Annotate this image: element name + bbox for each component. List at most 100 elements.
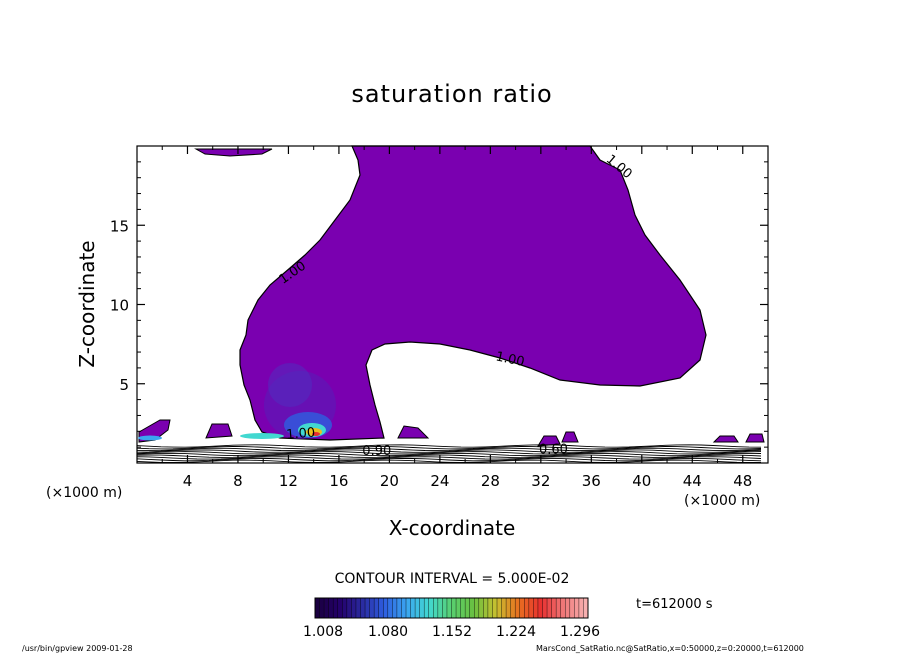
colorbar-cell (556, 598, 561, 618)
surface-contour-line (136, 457, 762, 462)
colorbar-cell (351, 598, 357, 618)
colorbar-cell (374, 598, 379, 618)
colorbar-cell (528, 598, 534, 618)
surface-contour-line (136, 454, 762, 458)
x-tick-label: 16 (329, 472, 348, 490)
colorbar-tick-label: 1.296 (560, 624, 600, 640)
colorbar-cell (437, 598, 443, 618)
colorbar-cell (483, 598, 489, 618)
colorbar-cell (451, 598, 457, 618)
colorbar-cell (537, 598, 543, 618)
colorbar-cell (410, 598, 416, 618)
y-tick-label: 5 (119, 376, 129, 394)
x-tick-label: 36 (582, 472, 601, 490)
surface-contour-line (136, 459, 762, 463)
colorbar-tick-label: 1.152 (432, 624, 472, 640)
colorbar-cell (574, 598, 580, 618)
colorbar-cell (565, 598, 571, 618)
contour-label: 0.60 (539, 442, 568, 457)
x-unit-label-left: (×1000 m) (46, 485, 122, 501)
colorbar-cell (469, 598, 475, 618)
colorbar-cell (501, 598, 507, 618)
saturated-sliver-top (194, 148, 273, 157)
contour-label: 0.90 (362, 444, 391, 459)
colorbar-cell (355, 598, 361, 618)
x-tick-label: 24 (430, 472, 449, 490)
colorbar-cell (324, 598, 329, 618)
colorbar-cell (433, 598, 439, 618)
saturated-patch-3 (397, 425, 430, 439)
colorbar-cell (401, 598, 407, 618)
time-label: t=612000 s (636, 597, 713, 612)
supersaturation-band (240, 433, 284, 439)
saturated-patch-6 (712, 435, 739, 443)
colorbar-cell (419, 598, 425, 618)
surface-contour-line (136, 452, 762, 457)
colorbar-cell (360, 598, 366, 618)
colorbar-cell (460, 598, 466, 618)
colorbar-cell (478, 598, 484, 618)
surface-contour-line (136, 446, 762, 450)
colorbar-cell (337, 598, 343, 618)
colorbar-tick-label: 1.224 (496, 624, 536, 640)
colorbar-cell (533, 598, 539, 618)
supersaturation-band-left (138, 435, 162, 441)
colorbar-cell (365, 598, 370, 618)
colorbar-cell (456, 598, 461, 618)
colorbar-cell (446, 598, 452, 618)
colorbar-tick-label: 1.080 (368, 624, 408, 640)
colorbar-cell (506, 598, 511, 618)
contour-label: 1.00 (286, 425, 316, 442)
colorbar-cell (474, 598, 480, 618)
x-axis-ticks: 4 8 12 16 20 24 28 32 36 40 44 48 (161, 146, 752, 490)
colorbar-cell (578, 598, 584, 618)
colorbar-tick-labels: 1.008 1.080 1.152 1.224 1.296 (303, 624, 600, 640)
colorbar-cell (428, 598, 434, 618)
colorbar-cell (510, 598, 516, 618)
chart-title: saturation ratio (351, 80, 552, 108)
colorbar-tick-label: 1.008 (303, 624, 343, 640)
colorbar-cell (583, 598, 589, 618)
colorbar-cell (424, 598, 430, 618)
colorbar-cell (415, 598, 420, 618)
colorbar-cell (560, 598, 566, 618)
contour-interval-label: CONTOUR INTERVAL = 5.000E-02 (335, 571, 570, 587)
colorbar-cell (547, 598, 552, 618)
x-tick-label: 32 (531, 472, 550, 490)
colorbar-cell (378, 598, 384, 618)
supersaturation-halo-2 (268, 363, 312, 407)
surface-contour-line (136, 451, 762, 455)
saturated-region (239, 145, 707, 441)
surface-contour-lines (136, 444, 762, 463)
colorbar-cell (442, 598, 448, 618)
colorbar-cell (369, 598, 375, 618)
colorbar-cell (315, 598, 320, 618)
contour-label: 1.00 (494, 349, 525, 370)
colorbar-cell (519, 598, 525, 618)
y-axis-title: Z-coordinate (75, 240, 99, 367)
supersaturation-core-peak (312, 432, 320, 436)
footer-right: MarsCond_SatRatio.nc@SatRatio,x=0:50000,… (536, 644, 804, 653)
colorbar-cell (387, 598, 393, 618)
x-tick-label: 20 (380, 472, 399, 490)
colorbar-cell (524, 598, 530, 618)
colorbar-cell (551, 598, 557, 618)
saturated-patch-7 (745, 433, 765, 443)
x-tick-label: 40 (632, 472, 651, 490)
colorbar-cell (328, 598, 334, 618)
surface-contour-line (136, 456, 762, 460)
footer-left: /usr/bin/gpview 2009-01-28 (22, 644, 133, 653)
colorbar-cell (346, 598, 352, 618)
colorbar-cell (319, 598, 325, 618)
x-tick-label: 28 (481, 472, 500, 490)
colorbar-cell (342, 598, 348, 618)
x-tick-label: 12 (279, 472, 298, 490)
colorbar (314, 597, 589, 619)
saturated-patch-5 (561, 431, 579, 443)
x-unit-label-right: (×1000 m) (684, 493, 760, 509)
surface-contour-line (136, 444, 762, 448)
colorbar-cell (487, 598, 493, 618)
y-tick-label: 15 (110, 217, 129, 235)
